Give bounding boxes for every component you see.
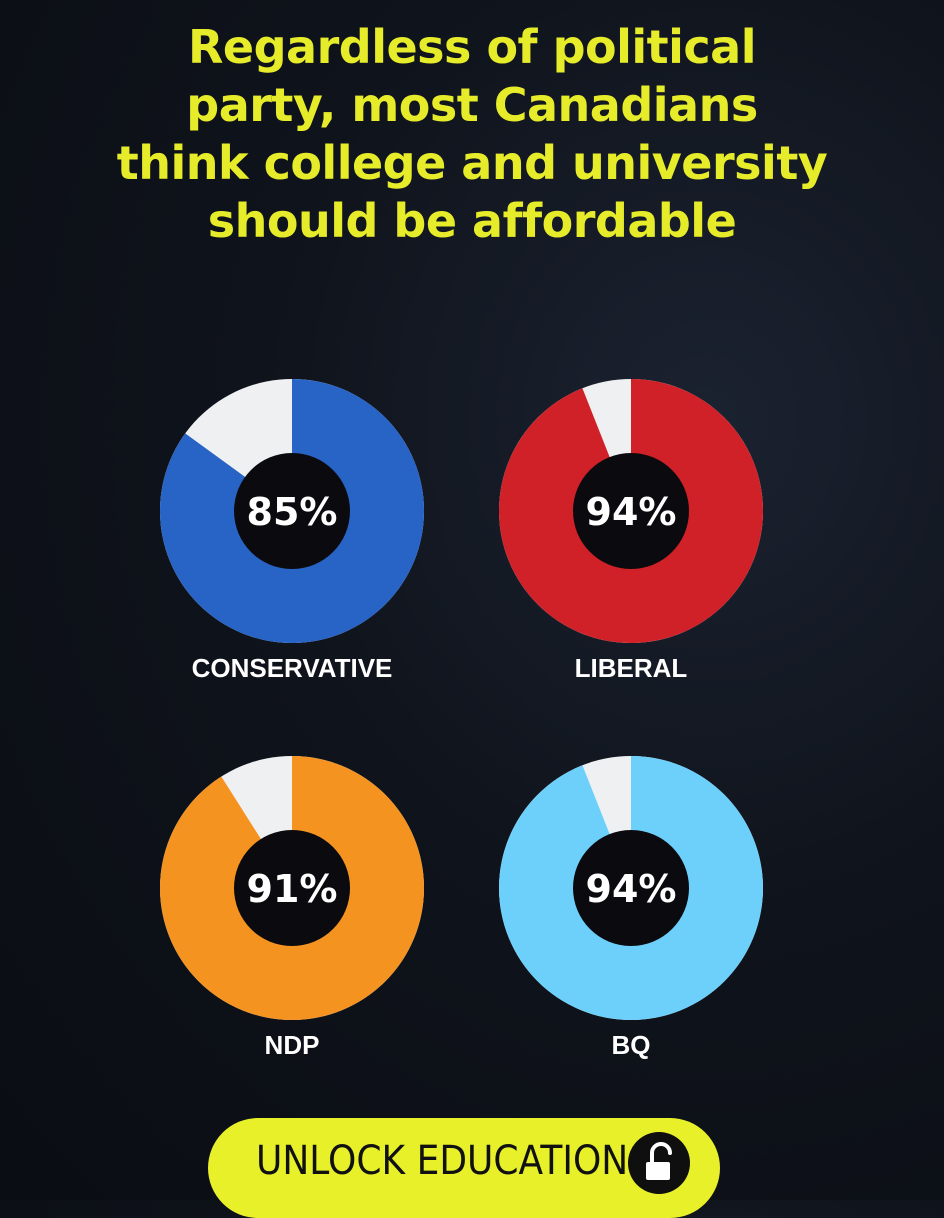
party-label-ndp: NDP — [265, 1030, 320, 1060]
title-line-3: think college and university — [116, 136, 828, 190]
donut-conservative: 85% CONSERVATIVE — [160, 379, 425, 683]
percent-label-ndp: 91% — [247, 867, 338, 911]
title-line-2: party, most Canadians — [186, 78, 758, 132]
party-label-bq: BQ — [612, 1030, 651, 1060]
donut-hole-conservative — [234, 453, 350, 569]
donut-charts: 85% CONSERVATIVE 94% LIBERAL 91% NDP 94% BQ — [160, 379, 764, 1060]
title-line-1: Regardless of political — [188, 20, 756, 74]
unlock-education-label: UNLOCK EDUCATION — [256, 1138, 629, 1184]
page-title: Regardless of political party, most Cana… — [40, 18, 904, 250]
percent-label-bq: 94% — [586, 867, 677, 911]
percent-label-conservative: 85% — [247, 490, 338, 534]
party-label-liberal: LIBERAL — [575, 653, 688, 683]
donut-liberal: 94% LIBERAL — [499, 379, 763, 683]
title-line-4: should be affordable — [207, 194, 737, 248]
donut-bq: 94% BQ — [499, 756, 764, 1060]
unlock-education-button[interactable]: UNLOCK EDUCATION — [208, 1118, 720, 1218]
donut-hole-ndp — [234, 830, 350, 946]
donut-ndp: 91% NDP — [160, 756, 424, 1060]
percent-label-liberal: 94% — [586, 490, 677, 534]
unlocked-padlock-icon — [628, 1132, 690, 1194]
party-label-conservative: CONSERVATIVE — [192, 653, 393, 683]
donut-hole-bq — [573, 830, 689, 946]
donut-hole-liberal — [573, 453, 689, 569]
